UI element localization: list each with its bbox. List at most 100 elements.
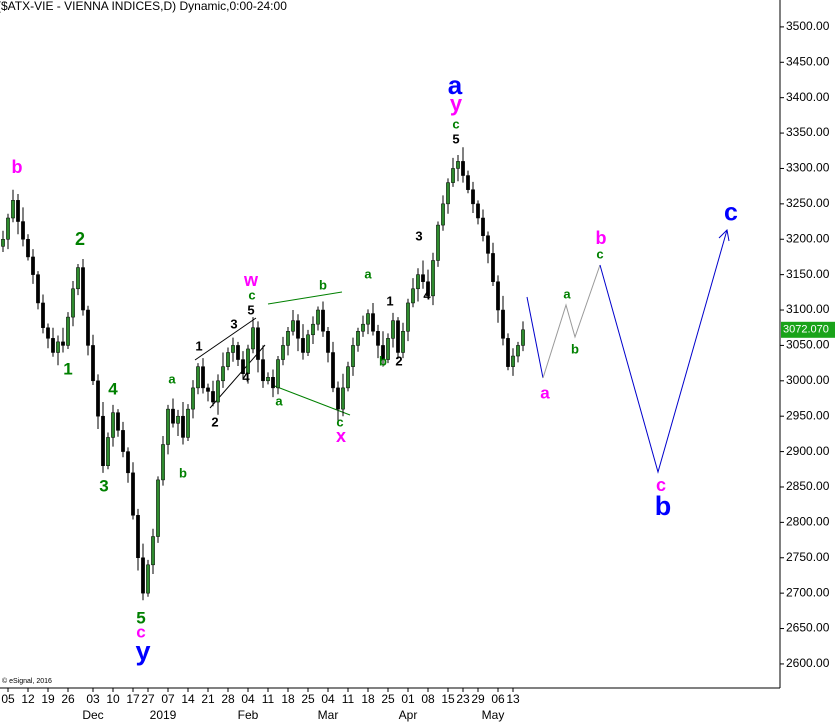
- candle-body: [431, 260, 435, 297]
- y-tick-label: 2600.00: [786, 656, 830, 670]
- x-tick-label: 27: [141, 692, 155, 706]
- x-tick-label: 04: [321, 692, 335, 706]
- x-tick-label: 08: [421, 692, 435, 706]
- x-tick-label: 11: [262, 692, 275, 706]
- projection-line: [542, 264, 601, 379]
- y-tick-label: 3450.00: [786, 54, 830, 68]
- candle-body: [66, 316, 70, 346]
- candle-body: [471, 189, 475, 205]
- x-tick-label: 18: [281, 692, 295, 706]
- candle-body: [231, 345, 235, 353]
- candle-body: [36, 274, 40, 304]
- candle-body: [506, 338, 510, 367]
- candle-body: [171, 408, 175, 424]
- trend-line: [194, 317, 257, 361]
- candle-body: [341, 387, 345, 410]
- wave-label: 3: [230, 316, 237, 331]
- chart-title: ($ATX-VIE - VIENNA INDICES,D) Dynamic,0:…: [0, 0, 287, 13]
- candle-body: [56, 341, 60, 353]
- candle-body: [176, 415, 180, 424]
- wave-label: a: [364, 266, 372, 281]
- y-tick-label: 3400.00: [786, 90, 830, 104]
- projection: [526, 228, 730, 474]
- wave-label: b: [596, 228, 607, 248]
- trend-line: [267, 291, 343, 305]
- candle-body: [206, 387, 210, 392]
- wave-label: 5: [136, 608, 145, 627]
- y-tick-label: 3000.00: [786, 373, 830, 387]
- candle-body: [466, 175, 470, 190]
- candle-body: [276, 359, 280, 389]
- candle-body: [246, 348, 250, 374]
- wave-label: 4: [242, 369, 250, 384]
- month-label: Mar: [318, 708, 339, 722]
- month-label: Dec: [82, 708, 103, 722]
- candle-body: [491, 253, 495, 282]
- x-tick-label: 05: [1, 692, 15, 706]
- x-tick-label: 26: [61, 692, 75, 706]
- x-tick-label: 01: [401, 692, 415, 706]
- candle-body: [131, 472, 135, 516]
- y-tick-label: 3200.00: [786, 231, 830, 245]
- last-price-label: 3072.070: [783, 324, 829, 336]
- wave-label: 2: [75, 229, 85, 249]
- wave-label: b: [12, 157, 23, 177]
- candle-body: [311, 323, 315, 336]
- candle-body: [301, 338, 305, 353]
- wave-label: 3: [99, 476, 108, 495]
- wave-label: b: [319, 277, 327, 292]
- candle-body: [511, 355, 515, 367]
- candle-body: [451, 168, 455, 183]
- candle-body: [26, 238, 30, 258]
- wave-label: y: [450, 91, 463, 116]
- candle-body: [161, 444, 165, 481]
- candle-body: [476, 203, 480, 219]
- candle-body: [496, 281, 500, 311]
- candle-body: [406, 302, 410, 332]
- x-tick-label: 11: [342, 692, 355, 706]
- candle-body: [411, 288, 415, 304]
- candle-body: [516, 345, 520, 357]
- trend-line: [271, 384, 351, 416]
- wave-label: c: [336, 414, 343, 429]
- candle-body: [156, 479, 160, 537]
- candle-body: [366, 313, 370, 325]
- month-label: Feb: [238, 708, 259, 722]
- candle-body: [351, 345, 355, 367]
- wave-label: 1: [386, 293, 393, 308]
- candle-body: [71, 288, 75, 318]
- candle-body: [221, 366, 225, 382]
- x-tick-label: 19: [41, 692, 55, 706]
- x-tick-label: 29: [471, 692, 485, 706]
- candle-body: [361, 323, 365, 332]
- candle-body: [11, 200, 15, 219]
- wave-label: 1: [195, 338, 202, 353]
- y-tick-label: 2900.00: [786, 444, 830, 458]
- wave-label: c: [656, 475, 666, 495]
- candle-body: [96, 380, 100, 417]
- candle-body: [136, 515, 140, 559]
- candle-body: [16, 200, 20, 222]
- candle-body: [141, 557, 145, 594]
- candle-body: [486, 235, 490, 254]
- y-tick-label: 3300.00: [786, 161, 830, 175]
- candle-body: [321, 309, 325, 332]
- wave-label: 2: [395, 353, 402, 368]
- candle-body: [481, 217, 485, 236]
- wave-label: b: [571, 341, 579, 356]
- candle-body: [151, 536, 155, 566]
- candle-body: [236, 345, 240, 360]
- wave-label: a: [563, 286, 571, 301]
- candle-body: [31, 256, 35, 275]
- candle-body: [201, 366, 205, 389]
- candle-body: [331, 352, 335, 389]
- candle-body: [21, 221, 25, 240]
- wave-label: b: [179, 465, 187, 480]
- candle-body: [116, 412, 120, 431]
- candle-body: [261, 359, 265, 382]
- candle-body: [91, 345, 95, 382]
- candle-body: [386, 338, 390, 360]
- candle-body: [216, 380, 220, 403]
- y-tick-label: 3500.00: [786, 19, 830, 33]
